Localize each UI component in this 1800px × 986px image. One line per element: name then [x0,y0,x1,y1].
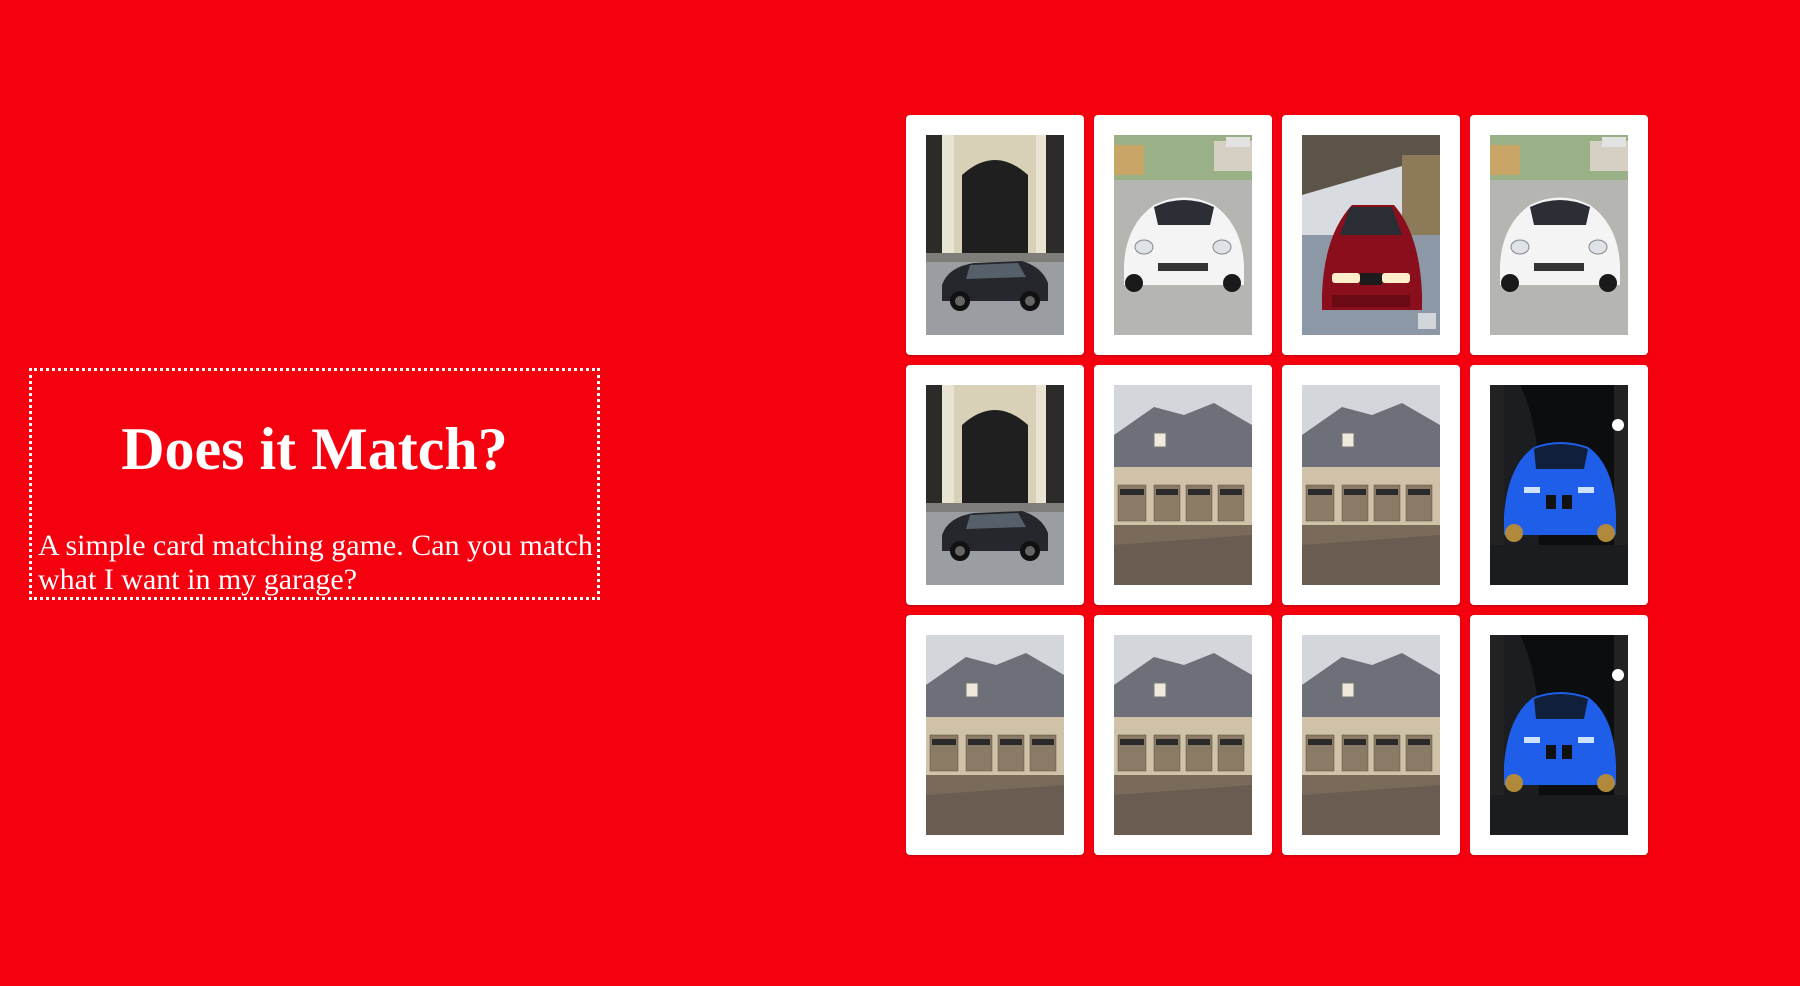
card[interactable] [1282,115,1460,355]
black-wagon-image [926,135,1064,335]
card[interactable] [1282,615,1460,855]
game-description: A simple card matching game. Can you mat… [38,529,593,596]
garage-image [1114,385,1252,585]
card-board [906,115,1648,855]
garage-image [1302,635,1440,835]
garage-image [1302,385,1440,585]
blue-bmw-image [1490,635,1628,835]
intro-panel: Does it Match? A simple card matching ga… [29,368,600,600]
card[interactable] [1470,115,1648,355]
card[interactable] [1094,365,1272,605]
card[interactable] [1470,615,1648,855]
white-porsche-image [1114,135,1252,335]
card[interactable] [1094,615,1272,855]
card[interactable] [906,615,1084,855]
garage-image [926,635,1064,835]
black-wagon-image [926,385,1064,585]
blue-bmw-image [1490,385,1628,585]
card[interactable] [906,115,1084,355]
game-title: Does it Match? [121,416,508,482]
card[interactable] [1282,365,1460,605]
garage-image [1114,635,1252,835]
card[interactable] [906,365,1084,605]
card[interactable] [1094,115,1272,355]
card[interactable] [1470,365,1648,605]
red-bmw-image [1302,135,1440,335]
white-porsche-image [1490,135,1628,335]
